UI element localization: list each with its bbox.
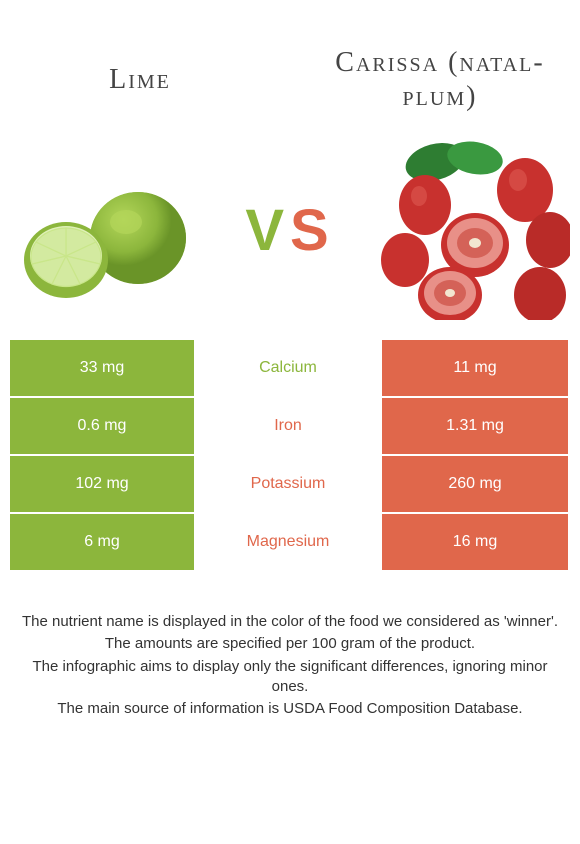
footnotes: The nutrient name is displayed in the co… (0, 572, 580, 741)
footnote-line: The infographic aims to display only the… (20, 657, 560, 698)
table-row: 102 mgPotassium260 mg (10, 456, 570, 514)
right-food-title: Carissa (natal-plum) (320, 46, 560, 113)
left-value-cell: 0.6 mg (10, 398, 196, 454)
right-value-cell: 260 mg (382, 456, 568, 512)
nutrient-name-cell: Potassium (196, 456, 382, 512)
left-value-cell: 102 mg (10, 456, 196, 512)
left-value-cell: 6 mg (10, 514, 196, 570)
nutrient-table: 33 mgCalcium11 mg0.6 mgIron1.31 mg102 mg… (10, 340, 570, 572)
vs-label: VS (215, 197, 365, 264)
vs-v-letter: V (245, 198, 290, 263)
lime-image (10, 140, 205, 320)
right-value-cell: 11 mg (382, 340, 568, 396)
infographic-container: Lime Carissa (natal-plum) (0, 0, 580, 741)
right-value-cell: 16 mg (382, 514, 568, 570)
carissa-illustration-icon (375, 140, 570, 320)
table-row: 0.6 mgIron1.31 mg (10, 398, 570, 456)
footnote-line: The amounts are specified per 100 gram o… (20, 634, 560, 654)
carissa-image (375, 140, 570, 320)
vs-s-letter: S (290, 198, 335, 263)
images-row: VS (0, 140, 580, 340)
nutrient-name-cell: Calcium (196, 340, 382, 396)
footnote-line: The main source of information is USDA F… (20, 699, 560, 719)
footnote-line: The nutrient name is displayed in the co… (20, 612, 560, 632)
left-value-cell: 33 mg (10, 340, 196, 396)
lime-illustration-icon (18, 150, 198, 310)
table-row: 33 mgCalcium11 mg (10, 340, 570, 398)
nutrient-name-cell: Magnesium (196, 514, 382, 570)
header-row: Lime Carissa (natal-plum) (0, 0, 580, 140)
nutrient-name-cell: Iron (196, 398, 382, 454)
right-value-cell: 1.31 mg (382, 398, 568, 454)
left-food-title: Lime (20, 64, 260, 96)
table-row: 6 mgMagnesium16 mg (10, 514, 570, 572)
